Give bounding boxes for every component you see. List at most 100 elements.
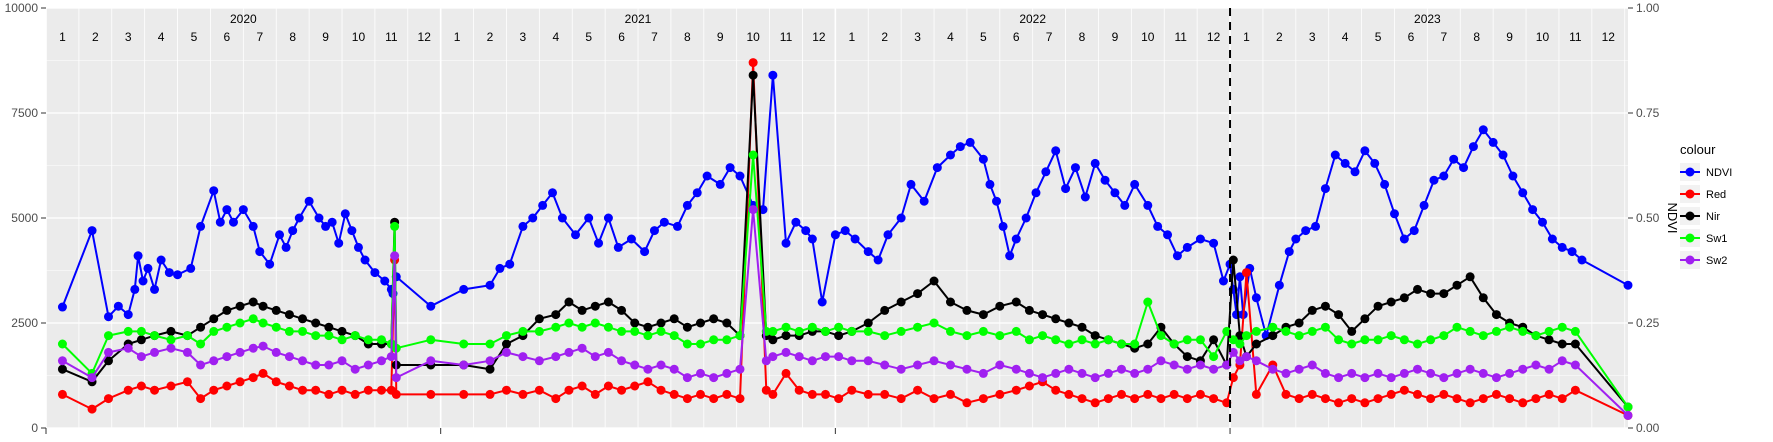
data-point [1426, 335, 1436, 345]
year-label: 2023 [1414, 12, 1441, 26]
data-point [103, 331, 113, 341]
data-point [1281, 326, 1291, 336]
data-point [1031, 188, 1041, 198]
data-point [834, 394, 844, 404]
data-point [485, 339, 495, 349]
data-point [1294, 394, 1304, 404]
month-label: 8 [1079, 30, 1086, 44]
data-point [284, 326, 294, 336]
data-point [1051, 335, 1061, 345]
data-point [314, 213, 324, 223]
data-point [1537, 217, 1547, 227]
data-point [1011, 297, 1021, 307]
data-point [1103, 368, 1113, 378]
data-point [258, 341, 268, 351]
data-point [1498, 150, 1508, 160]
data-point [1228, 347, 1238, 357]
y-tick-label: 0 [31, 421, 38, 435]
data-point [551, 322, 561, 332]
data-point [551, 394, 561, 404]
legend-item-sw2: Sw2 [1680, 251, 1727, 269]
data-point [57, 389, 67, 399]
data-point [1090, 398, 1100, 408]
data-point [1452, 280, 1462, 290]
data-point [1465, 272, 1475, 282]
data-point [426, 301, 436, 311]
data-point [1051, 314, 1061, 324]
data-point [1399, 368, 1409, 378]
data-point [1011, 234, 1021, 244]
data-point [722, 335, 732, 345]
data-point [702, 171, 712, 181]
data-point [1452, 394, 1462, 404]
data-point [1386, 373, 1396, 383]
data-point [883, 230, 893, 240]
data-point [311, 385, 321, 395]
data-point [1399, 385, 1409, 395]
data-point [215, 217, 225, 227]
data-point [138, 276, 148, 286]
data-point [166, 326, 176, 336]
data-point [557, 213, 567, 223]
y-tick-label-right: 0.00 [1636, 421, 1660, 435]
data-point [603, 297, 613, 307]
data-point [1544, 364, 1554, 374]
data-point [1452, 322, 1462, 332]
year-label: 2022 [1019, 12, 1046, 26]
data-point [1370, 158, 1380, 168]
data-point [196, 221, 206, 231]
data-point [311, 331, 321, 341]
data-point [324, 389, 334, 399]
data-point [577, 381, 587, 391]
data-point [538, 200, 548, 210]
data-point [248, 373, 258, 383]
data-point [1350, 167, 1360, 177]
data-point [1439, 373, 1449, 383]
data-point [1570, 326, 1580, 336]
data-point [820, 326, 830, 336]
data-point [880, 389, 890, 399]
data-point [459, 389, 469, 399]
data-point [640, 247, 650, 257]
data-point [222, 322, 232, 332]
data-point [1413, 389, 1423, 399]
month-label: 11 [1569, 30, 1582, 44]
data-point [1163, 230, 1173, 240]
data-point [1241, 268, 1251, 278]
data-point [350, 331, 360, 341]
data-point [564, 347, 574, 357]
data-point [518, 352, 528, 362]
data-point [978, 326, 988, 336]
data-point [669, 331, 679, 341]
data-point [1268, 322, 1278, 332]
data-point [284, 352, 294, 362]
legend-item-nir: Nir [1680, 207, 1720, 225]
data-point [1281, 389, 1291, 399]
data-point [150, 385, 160, 395]
data-point [1320, 301, 1330, 311]
data-point [1169, 360, 1179, 370]
data-point [1294, 318, 1304, 328]
data-point [87, 404, 97, 414]
data-point [1426, 368, 1436, 378]
data-point [123, 343, 133, 353]
data-point [1557, 339, 1567, 349]
year-label: 2021 [625, 12, 652, 26]
data-point [1077, 322, 1087, 332]
data-point [1531, 360, 1541, 370]
data-point [995, 389, 1005, 399]
data-point [1373, 394, 1383, 404]
data-point [209, 385, 219, 395]
legend-label: Sw2 [1706, 255, 1727, 267]
month-label: 1 [1243, 30, 1250, 44]
data-point [643, 377, 653, 387]
data-point [992, 196, 1002, 206]
data-point [820, 389, 830, 399]
data-point [863, 318, 873, 328]
data-point [913, 322, 923, 332]
data-point [1070, 163, 1080, 173]
data-point [873, 255, 883, 265]
data-point [682, 339, 692, 349]
data-point [1347, 339, 1357, 349]
data-point [1557, 394, 1567, 404]
